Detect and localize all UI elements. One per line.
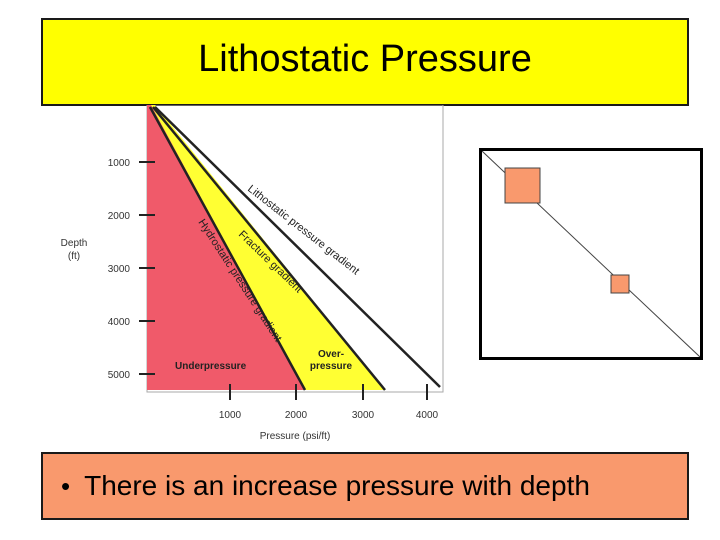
y-axis-label: Depth <box>61 238 88 249</box>
underpressure-label: Underpressure <box>175 361 247 372</box>
y-tick-label: 1000 <box>108 158 131 169</box>
shallow-block <box>504 167 541 204</box>
overpressure-label-cont: pressure <box>310 361 353 372</box>
y-tick-label: 3000 <box>108 264 131 275</box>
y-tick-label: 2000 <box>108 211 131 222</box>
x-axis: 1000 2000 3000 4000 Pressure (psi/ft) <box>219 384 439 442</box>
fracture-line <box>152 106 386 391</box>
deep-block <box>610 274 630 294</box>
y-tick-label: 4000 <box>108 317 131 328</box>
diagram-svg: 1000 2000 3000 4000 5000 Depth (ft) 1000… <box>61 104 444 442</box>
depth-inset-box <box>479 148 703 360</box>
title-banner: Lithostatic Pressure <box>41 18 689 106</box>
hydrostatic-line <box>148 106 307 391</box>
slide-title: Lithostatic Pressure <box>198 37 532 80</box>
bullet-box: • There is an increase pressure with dep… <box>41 452 689 520</box>
y-tick-label: 5000 <box>108 370 131 381</box>
bullet-dot: • <box>61 470 71 501</box>
x-tick-label: 3000 <box>352 410 375 421</box>
y-axis-label-unit: (ft) <box>68 251 80 262</box>
x-axis-label: Pressure (psi/ft) <box>260 431 331 442</box>
pressure-depth-diagram: 1000 2000 3000 4000 5000 Depth (ft) 1000… <box>55 104 450 445</box>
overpressure-label: Over- <box>318 349 344 360</box>
x-tick-label: 4000 <box>416 410 439 421</box>
x-tick-label: 1000 <box>219 410 242 421</box>
y-axis: 1000 2000 3000 4000 5000 Depth (ft) <box>61 158 155 381</box>
lithostatic-line <box>154 106 441 388</box>
x-tick-label: 2000 <box>285 410 308 421</box>
inset-svg <box>482 151 700 357</box>
bullet-text: There is an increase pressure with depth <box>84 470 590 501</box>
